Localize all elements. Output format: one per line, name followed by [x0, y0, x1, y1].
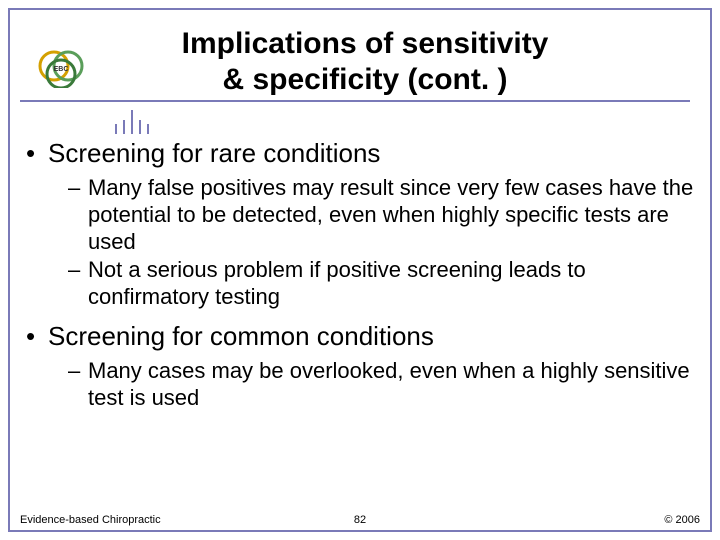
- footer: Evidence-based Chiropractic 82 © 2006: [20, 514, 700, 526]
- footer-copyright: © 2006: [664, 514, 700, 526]
- bullet-level1: Screening for common conditions: [26, 321, 694, 352]
- bullet-level1: Screening for rare conditions: [26, 138, 694, 169]
- content-area: Screening for rare conditions Many false…: [26, 138, 694, 414]
- title-line-2: & specificity (cont. ): [222, 63, 507, 96]
- bullet-text: Not a serious problem if positive screen…: [88, 257, 586, 309]
- bullet-text: Screening for rare conditions: [48, 138, 380, 168]
- slide-title: Implications of sensitivity & specificit…: [20, 20, 700, 98]
- ebc-logo-icon: EBC: [36, 48, 100, 88]
- title-tick-marks-icon: [115, 108, 149, 134]
- logo-text: EBC: [54, 66, 69, 73]
- footer-left: Evidence-based Chiropractic: [20, 514, 161, 526]
- bullet-text: Many false positives may result since ve…: [88, 175, 693, 254]
- bullet-level2: Not a serious problem if positive screen…: [26, 257, 694, 311]
- title-underline: [20, 100, 690, 102]
- footer-page-number: 82: [354, 514, 366, 526]
- bullet-text: Many cases may be overlooked, even when …: [88, 358, 690, 410]
- bullet-text: Screening for common conditions: [48, 321, 434, 351]
- header: EBC Implications of sensitivity & specif…: [20, 20, 700, 130]
- bullet-level2: Many false positives may result since ve…: [26, 175, 694, 255]
- title-line-1: Implications of sensitivity: [182, 27, 549, 60]
- bullet-level2: Many cases may be overlooked, even when …: [26, 358, 694, 412]
